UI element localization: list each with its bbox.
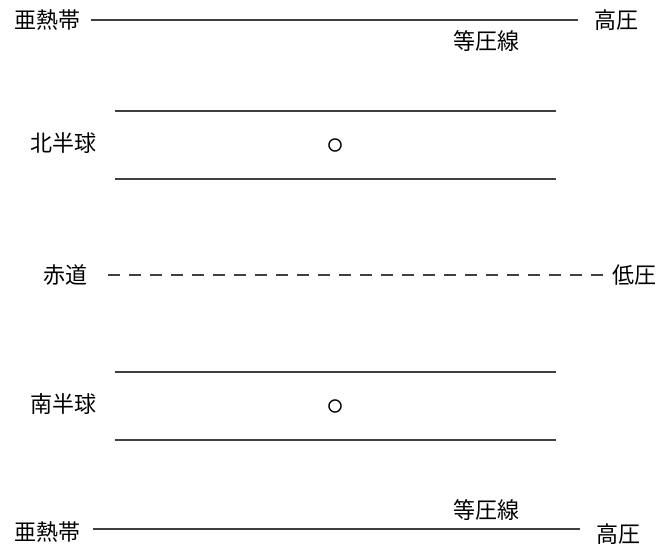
left-label: 亜熱帯 (14, 515, 80, 547)
left-label: 北半球 (30, 126, 96, 158)
right-label: 低圧 (612, 258, 656, 290)
right-label: 高圧 (596, 517, 640, 549)
atmospheric-circulation-diagram: 亜熱帯北半球赤道南半球亜熱帯高圧低圧高圧等圧線等圧線 (0, 0, 664, 554)
hemisphere-marker (329, 400, 341, 412)
right-label: 高圧 (594, 3, 638, 35)
left-label: 南半球 (30, 387, 96, 419)
inline-label: 等圧線 (453, 493, 519, 525)
left-label: 亜熱帯 (14, 3, 80, 35)
inline-label: 等圧線 (453, 24, 519, 56)
left-label: 赤道 (43, 258, 87, 290)
hemisphere-marker (329, 139, 341, 151)
